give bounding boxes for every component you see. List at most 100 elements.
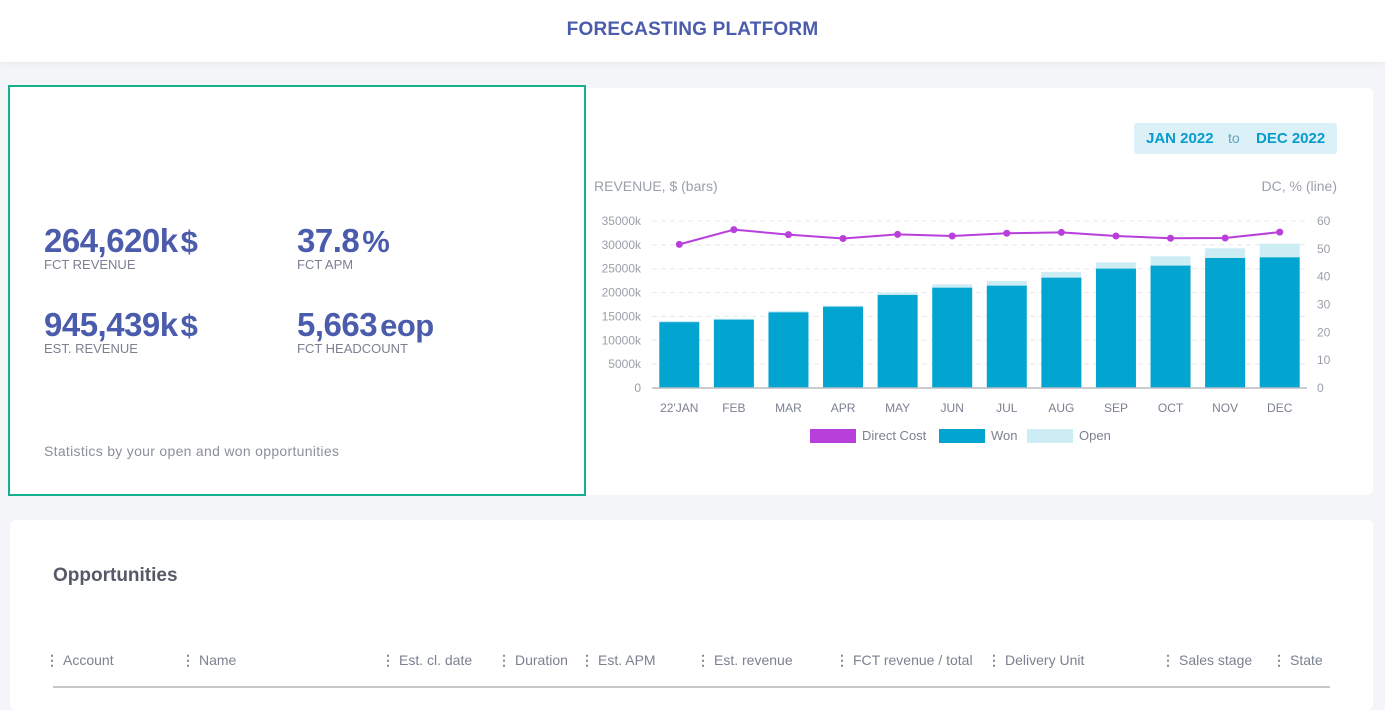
- x-tick-label: AUG: [1048, 401, 1074, 415]
- column-label: Account: [63, 652, 114, 668]
- bar-won: [1095, 268, 1136, 388]
- direct-cost-point: [1167, 234, 1175, 242]
- y-tick-label: 5000k: [608, 357, 642, 371]
- direct-cost-point: [894, 230, 902, 238]
- x-tick-label: 22'JAN: [660, 401, 698, 415]
- legend-swatch: [1027, 428, 1073, 443]
- direct-cost-point: [948, 232, 956, 240]
- direct-cost-point: [1112, 232, 1120, 240]
- stat-unit: %: [362, 224, 390, 259]
- y2-tick-label: 0: [1317, 381, 1324, 395]
- stat-value: 5,663: [297, 306, 378, 343]
- bar-won: [1259, 257, 1300, 388]
- column-drag-handle-icon[interactable]: ⋮: [1272, 652, 1286, 668]
- stat-est-revenue: 945,439k$ EST. REVENUE: [44, 306, 198, 356]
- stat-unit: eop: [380, 308, 434, 343]
- column-drag-handle-icon[interactable]: ⋮: [497, 652, 511, 668]
- column-drag-handle-icon[interactable]: ⋮: [696, 652, 710, 668]
- direct-cost-line: [679, 228, 1280, 246]
- bar-open: [1041, 271, 1082, 278]
- x-tick-label: FEB: [722, 401, 745, 415]
- app-title: FORECASTING PLATFORM: [566, 19, 819, 40]
- column-header[interactable]: ⋮ Account: [45, 652, 114, 669]
- bar-open: [1095, 262, 1136, 269]
- column-header[interactable]: ⋮ Est. APM: [580, 652, 656, 669]
- y-tick-label: 30000k: [602, 238, 642, 252]
- column-drag-handle-icon[interactable]: ⋮: [580, 652, 594, 668]
- legend-won[interactable]: Won: [939, 428, 1018, 443]
- bar-won: [713, 319, 754, 388]
- column-header[interactable]: ⋮ Duration: [497, 652, 568, 669]
- stats-note: Statistics by your open and won opportun…: [44, 443, 340, 459]
- direct-cost-point: [1057, 228, 1065, 236]
- bar-open: [1205, 248, 1246, 258]
- x-tick-label: JUL: [996, 401, 1018, 415]
- date-range-picker[interactable]: JAN 2022 to DEC 2022: [1134, 123, 1337, 154]
- stat-fct-headcount: 5,663eop FCT HEADCOUNT: [297, 306, 434, 356]
- direct-cost-point: [1221, 234, 1229, 242]
- top-bar: FORECASTING PLATFORM: [0, 0, 1385, 62]
- bar-won: [986, 285, 1027, 388]
- bar-open: [823, 305, 864, 307]
- legend-label: Open: [1079, 428, 1111, 443]
- x-tick-label: NOV: [1212, 401, 1238, 415]
- bar-open: [986, 280, 1027, 286]
- bar-open: [932, 284, 973, 288]
- column-drag-handle-icon[interactable]: ⋮: [835, 652, 849, 668]
- stat-label: FCT REVENUE: [44, 257, 136, 272]
- left-axis-label: REVENUE, $ (bars): [594, 178, 718, 194]
- date-from[interactable]: JAN 2022: [1146, 130, 1214, 147]
- legend-direct-cost[interactable]: Direct Cost: [810, 428, 926, 443]
- legend-label: Direct Cost: [862, 428, 927, 443]
- column-label: Est. APM: [598, 652, 656, 668]
- x-tick-label: JUN: [941, 401, 964, 415]
- column-header[interactable]: ⋮ FCT revenue / total: [835, 652, 973, 669]
- column-label: State: [1290, 652, 1323, 668]
- y2-tick-label: 30: [1317, 298, 1331, 312]
- column-header[interactable]: ⋮ Delivery Unit: [987, 652, 1084, 669]
- column-drag-handle-icon[interactable]: ⋮: [987, 652, 1001, 668]
- column-label: Name: [199, 652, 237, 668]
- bar-won: [1041, 277, 1082, 388]
- opportunities-card: Opportunities ⋮ Account ⋮ Name ⋮ Est. cl. dat…: [10, 520, 1373, 710]
- column-label: Est. revenue: [714, 652, 793, 668]
- stats-card: 264,620k$ FCT REVENUE 37.8% FCT APM 945,…: [8, 85, 586, 496]
- column-header[interactable]: ⋮ State: [1272, 652, 1323, 669]
- stat-label: EST. REVENUE: [44, 341, 138, 356]
- column-drag-handle-icon[interactable]: ⋮: [1161, 652, 1175, 668]
- column-drag-handle-icon[interactable]: ⋮: [45, 652, 59, 668]
- legend-swatch: [939, 428, 985, 443]
- column-label: Duration: [515, 652, 568, 668]
- stat-fct-apm: 37.8% FCT APM: [297, 222, 390, 272]
- bar-open: [877, 292, 918, 295]
- y2-tick-label: 10: [1317, 353, 1331, 367]
- bar-open: [768, 310, 809, 313]
- direct-cost-point: [784, 231, 792, 239]
- date-to[interactable]: DEC 2022: [1256, 130, 1326, 147]
- column-header[interactable]: ⋮ Est. revenue: [696, 652, 793, 669]
- opportunities-title: Opportunities: [53, 565, 178, 586]
- stat-fct-revenue: 264,620k$ FCT REVENUE: [44, 222, 198, 272]
- bar-open: [659, 320, 700, 323]
- column-label: FCT revenue / total: [853, 652, 973, 668]
- direct-cost-point: [1276, 228, 1284, 236]
- stat-value: 37.8: [297, 222, 360, 259]
- column-drag-handle-icon[interactable]: ⋮: [181, 652, 195, 668]
- column-header[interactable]: ⋮ Est. cl. date: [381, 652, 472, 669]
- column-label: Est. cl. date: [399, 652, 473, 668]
- y2-tick-label: 60: [1317, 214, 1331, 228]
- column-label: Sales stage: [1179, 652, 1253, 668]
- bar-won: [823, 306, 864, 388]
- bar-won: [1150, 265, 1191, 388]
- column-header[interactable]: ⋮ Sales stage: [1161, 652, 1252, 669]
- x-tick-label: MAR: [775, 401, 802, 415]
- column-header[interactable]: ⋮ Name: [181, 652, 236, 669]
- legend-open[interactable]: Open: [1027, 428, 1111, 443]
- y-tick-label: 25000k: [602, 262, 642, 276]
- y2-tick-label: 40: [1317, 270, 1331, 284]
- y-tick-label: 35000k: [602, 214, 642, 228]
- column-drag-handle-icon[interactable]: ⋮: [381, 652, 395, 668]
- stat-label: FCT HEADCOUNT: [297, 341, 408, 356]
- bar-won: [1205, 257, 1246, 388]
- y-tick-label: 0: [634, 381, 641, 395]
